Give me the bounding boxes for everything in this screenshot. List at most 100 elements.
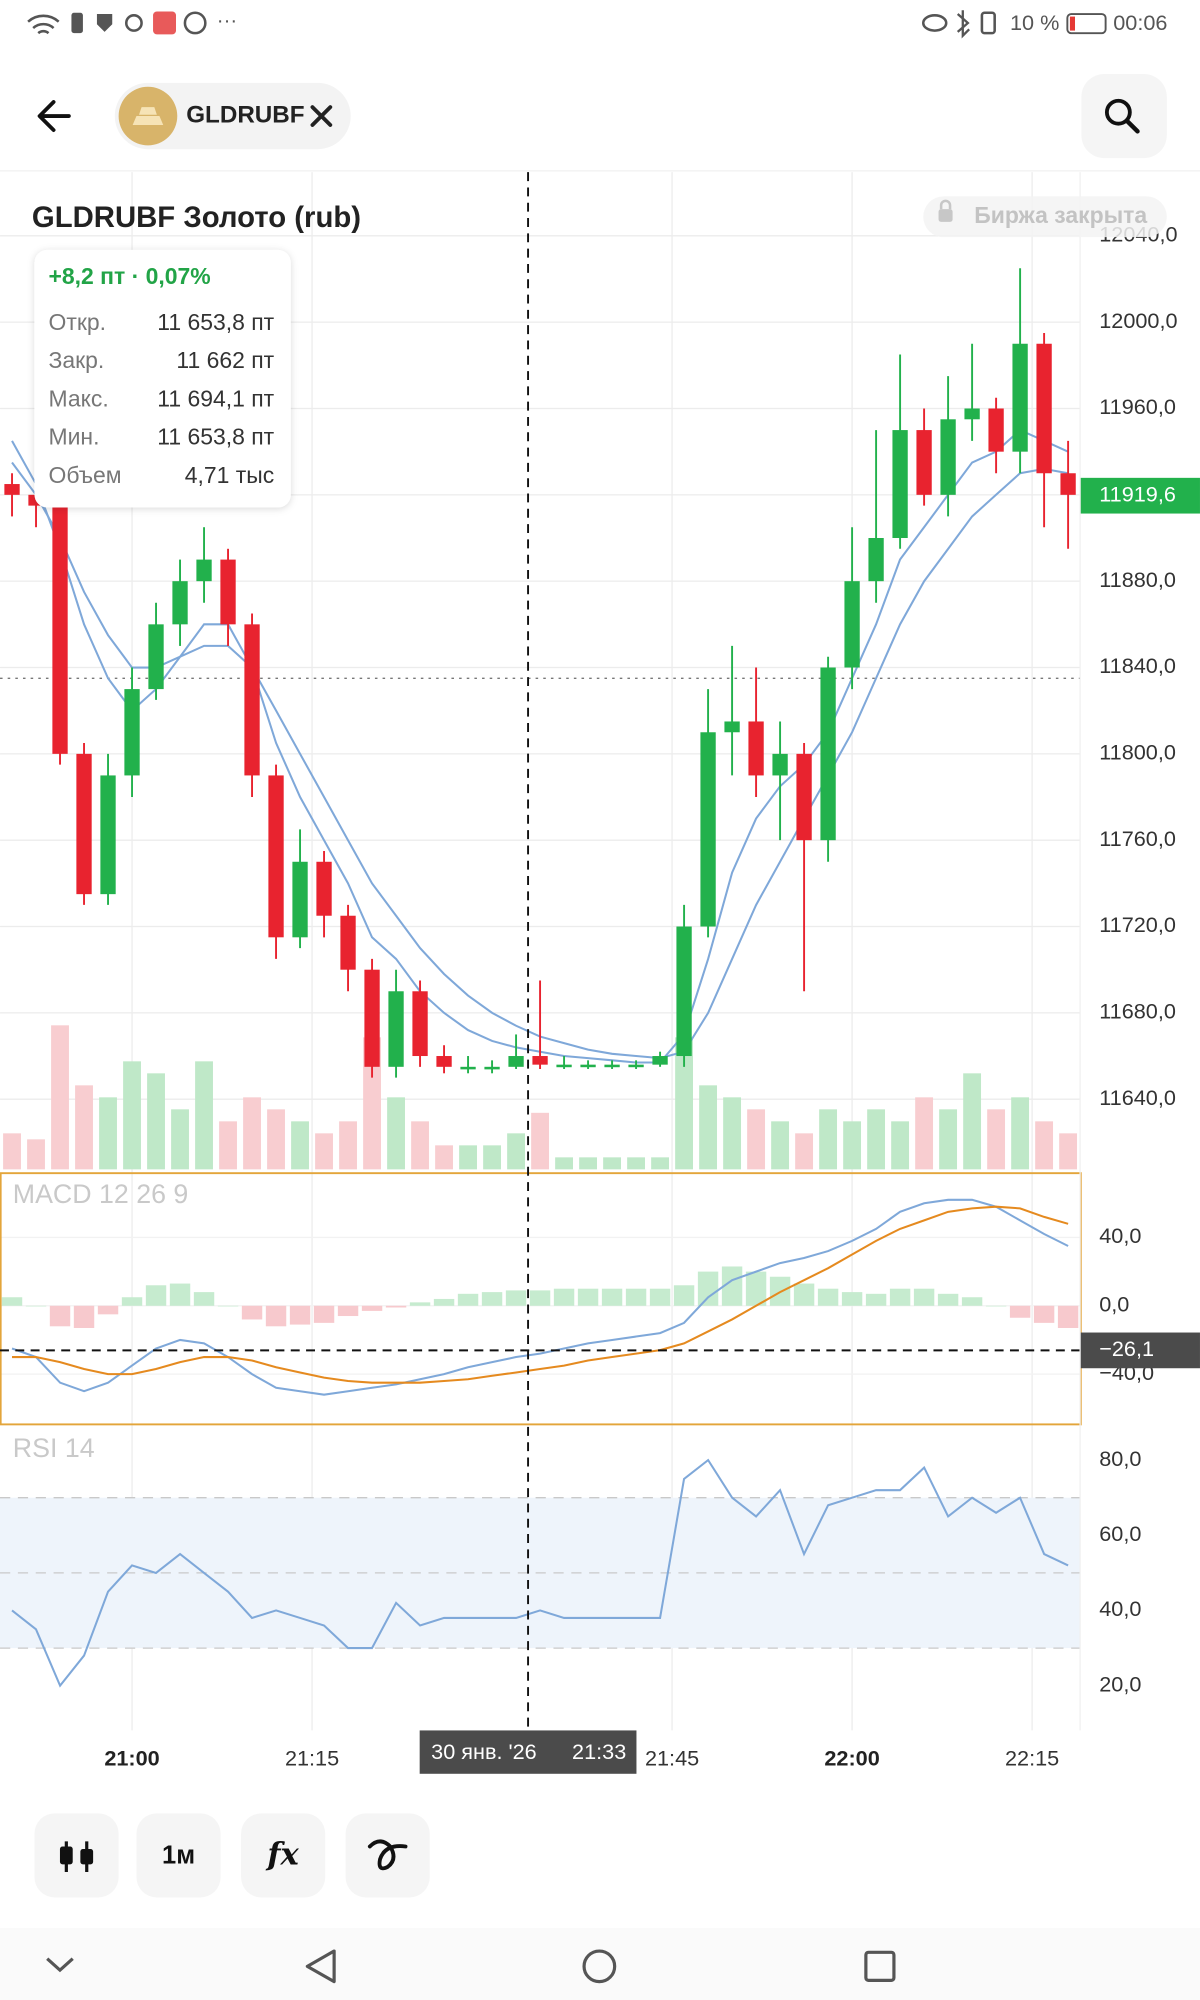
- macd-histogram-bar: [937, 1293, 959, 1306]
- crosshair-time-box: [419, 1730, 637, 1774]
- status-icon: [124, 14, 143, 32]
- candle-body: [532, 1056, 548, 1065]
- macd-histogram-bar: [577, 1288, 599, 1306]
- macd-histogram-bar: [1, 1297, 23, 1306]
- macd-histogram-bar: [73, 1305, 95, 1328]
- candle-body: [1060, 473, 1076, 495]
- crosshair-value-box: [1080, 1332, 1200, 1369]
- y-tick-label: 12000,0: [1099, 308, 1177, 333]
- tooltip-change: +8,2 пт · 0,07%: [48, 263, 210, 289]
- y-tick-label: 11800,0: [1099, 740, 1176, 765]
- search-button[interactable]: [1081, 73, 1167, 159]
- macd-histogram-bar: [49, 1305, 71, 1327]
- search-icon-handle: [1125, 118, 1140, 134]
- candle-body: [460, 1066, 476, 1070]
- last-price-label: 11919,6: [1099, 481, 1176, 506]
- y-tick-label: 11880,0: [1099, 567, 1176, 592]
- candle-body: [1036, 343, 1052, 474]
- macd-histogram-bar: [481, 1292, 503, 1306]
- volume-bar: [771, 1121, 790, 1170]
- nav-hide[interactable]: [46, 1957, 74, 1973]
- indicators-button[interactable]: [241, 1813, 326, 1898]
- y-tick-label: 0,0: [1099, 1292, 1129, 1317]
- macd-histogram-bar: [1009, 1305, 1031, 1318]
- tooltip-label: Объем: [48, 462, 121, 488]
- chart-type-button[interactable]: [34, 1813, 119, 1898]
- volume-bar: [1011, 1097, 1030, 1170]
- close-chip-button[interactable]: [310, 105, 333, 127]
- status-icon: [153, 11, 177, 35]
- x-tick-label: 21:15: [285, 1745, 339, 1770]
- macd-histogram-bar: [793, 1283, 815, 1306]
- candle-body: [772, 753, 788, 776]
- panel-title: RSI 14: [13, 1433, 95, 1463]
- macd-histogram-bar: [721, 1266, 743, 1306]
- moving-average: [11, 428, 1069, 1064]
- y-tick-label: 20,0: [1099, 1671, 1141, 1696]
- macd-histogram-bar: [97, 1305, 119, 1315]
- interval-button[interactable]: [136, 1813, 221, 1898]
- macd-histogram-bar: [25, 1305, 47, 1307]
- nav-recents[interactable]: [864, 1950, 896, 1982]
- ohlc-tooltip: +8,2 пт · 0,07% Откр. 11 653,8 пт Закр. 11 …: [34, 249, 291, 508]
- macd-histogram-bar: [241, 1305, 263, 1320]
- clock: 00:06: [1113, 10, 1167, 35]
- macd-histogram-bar: [433, 1298, 455, 1306]
- battery-percent: 10 %: [1010, 10, 1059, 35]
- candle-body: [124, 689, 140, 776]
- tooltip-card: [34, 249, 291, 508]
- volume-bar: [699, 1085, 718, 1170]
- candle-body: [172, 581, 188, 625]
- status-bar: ··· 10 % 00:06: [27, 10, 1167, 39]
- candle-body: [916, 430, 932, 495]
- volume-bar: [795, 1133, 814, 1170]
- candle-body: [220, 559, 236, 625]
- macd-histogram-bar: [505, 1290, 527, 1306]
- battery-level: [1069, 16, 1076, 31]
- candle-body: [268, 775, 284, 938]
- macd-histogram-bar: [409, 1302, 431, 1306]
- volume-bar: [843, 1121, 862, 1170]
- candle-body: [412, 991, 428, 1057]
- candle-body: [820, 667, 836, 841]
- ticker-name: GLDRUBF: [186, 101, 304, 128]
- nav-background: [0, 1928, 1200, 2000]
- x-tick-label: 22:15: [1005, 1745, 1059, 1770]
- y-tick-label: 11960,0: [1099, 394, 1176, 419]
- volume-bar: [195, 1061, 213, 1170]
- macd-histogram-bar: [961, 1297, 983, 1306]
- candle-body: [556, 1064, 572, 1068]
- macd-histogram-bar: [169, 1283, 191, 1306]
- volume-bar: [1059, 1133, 1078, 1170]
- macd-line: [12, 1205, 1069, 1384]
- back-button[interactable]: [37, 100, 71, 132]
- volume-bar: [939, 1109, 958, 1170]
- nav-home[interactable]: [582, 1949, 617, 1984]
- drawing-button[interactable]: [345, 1813, 430, 1898]
- macd-histogram-bar: [601, 1288, 623, 1306]
- macd-histogram-bar: [841, 1292, 863, 1306]
- search-icon: [1104, 98, 1132, 126]
- macd-histogram-bar: [361, 1305, 383, 1311]
- macd-line: [11, 1198, 1069, 1396]
- volume-bar: [387, 1097, 405, 1170]
- vibrate-icon: [980, 11, 996, 35]
- volume-bar: [555, 1157, 573, 1170]
- candle-body: [652, 1056, 668, 1065]
- nav-back[interactable]: [305, 1949, 336, 1984]
- macd-histogram-bar: [625, 1288, 647, 1306]
- candle-body: [52, 505, 68, 754]
- ticker-chip[interactable]: [114, 82, 351, 150]
- status-icon: [71, 12, 83, 34]
- interval-label: 1м: [162, 1841, 195, 1869]
- macd-histogram-bar: [913, 1288, 935, 1306]
- candle-body: [4, 484, 20, 495]
- macd-histogram-bar: [865, 1293, 887, 1306]
- status-more: ···: [217, 10, 237, 32]
- candle-body: [508, 1056, 524, 1067]
- y-tick-label: 11760,0: [1099, 826, 1176, 851]
- volume-bar: [27, 1139, 45, 1170]
